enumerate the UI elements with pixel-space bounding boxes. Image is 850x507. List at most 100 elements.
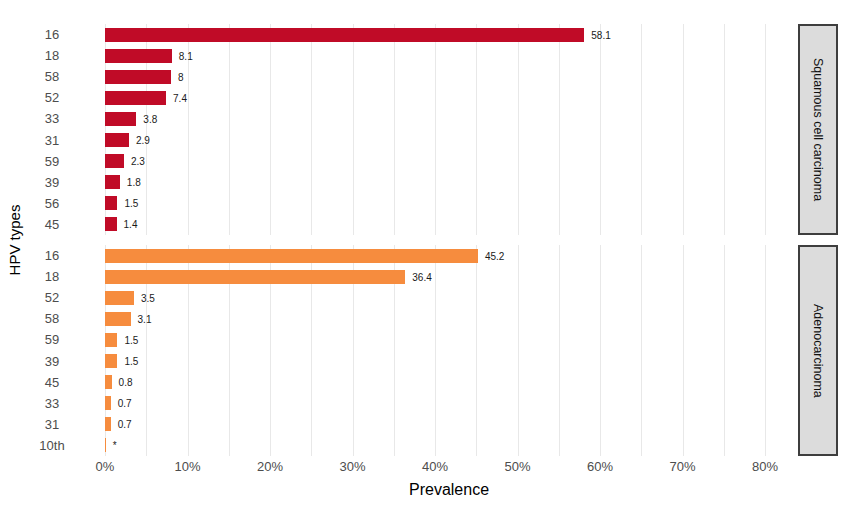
bar-row: 0.7 xyxy=(105,414,793,435)
value-label: 1.5 xyxy=(124,356,138,367)
x-tick-label: 60% xyxy=(587,459,613,474)
category-label: 33 xyxy=(22,108,82,129)
value-label: 1.5 xyxy=(124,198,138,209)
value-label: 7.4 xyxy=(173,92,187,103)
bar-row: * xyxy=(105,435,793,456)
bar-row: 3.8 xyxy=(105,108,793,129)
chart-figure: HPV types 1618585233315939564558.18.187.… xyxy=(0,0,850,507)
bar xyxy=(105,112,136,126)
value-label: 1.5 xyxy=(124,334,138,345)
facet-panel: 16185258593945333110th45.236.43.53.11.51… xyxy=(0,245,850,456)
category-label: 52 xyxy=(22,87,82,108)
x-tick-label: 20% xyxy=(257,459,283,474)
value-label: 3.5 xyxy=(141,292,155,303)
category-label: 10th xyxy=(22,435,82,456)
bar xyxy=(105,396,111,410)
category-label: 58 xyxy=(22,66,82,87)
bar-row: 36.4 xyxy=(105,266,793,287)
category-label: 31 xyxy=(22,414,82,435)
value-label: 2.3 xyxy=(131,156,145,167)
category-label: 33 xyxy=(22,393,82,414)
value-label: 1.4 xyxy=(124,219,138,230)
bar-row: 58.1 xyxy=(105,24,793,45)
x-axis-title: Prevalence xyxy=(409,481,489,499)
bar xyxy=(105,417,111,431)
x-tick-label: 40% xyxy=(422,459,448,474)
value-label: 8.1 xyxy=(179,50,193,61)
category-label: 58 xyxy=(22,308,82,329)
bar-row: 7.4 xyxy=(105,87,793,108)
plot-area: 45.236.43.53.11.51.50.80.70.7* xyxy=(105,245,793,456)
category-label: 16 xyxy=(22,24,82,45)
bar-row: 3.1 xyxy=(105,308,793,329)
value-label: 3.8 xyxy=(143,113,157,124)
bar xyxy=(105,249,478,263)
value-label: 1.8 xyxy=(127,177,141,188)
bar-row: 1.5 xyxy=(105,350,793,371)
category-label: 31 xyxy=(22,129,82,150)
category-label: 39 xyxy=(22,172,82,193)
value-label: 0.7 xyxy=(118,398,132,409)
category-label: 59 xyxy=(22,329,82,350)
value-label: 58.1 xyxy=(591,29,610,40)
category-label: 45 xyxy=(22,214,82,235)
category-label: 18 xyxy=(22,266,82,287)
bar-row: 8 xyxy=(105,66,793,87)
bar xyxy=(105,133,129,147)
bar-row: 2.9 xyxy=(105,129,793,150)
bar xyxy=(105,291,134,305)
bar-row: 1.8 xyxy=(105,172,793,193)
category-label: 52 xyxy=(22,287,82,308)
value-label: 0.7 xyxy=(118,419,132,430)
bar-row: 3.5 xyxy=(105,287,793,308)
value-label: 3.1 xyxy=(138,313,152,324)
bar xyxy=(105,354,117,368)
x-tick-label: 10% xyxy=(174,459,200,474)
bar xyxy=(105,49,172,63)
value-label: 45.2 xyxy=(485,250,504,261)
value-label: 2.9 xyxy=(136,135,150,146)
category-label: 16 xyxy=(22,245,82,266)
facet-strip: Squamous cell carcinoma xyxy=(798,24,838,235)
category-label: 18 xyxy=(22,45,82,66)
facet-strip: Adenocarcinoma xyxy=(798,245,838,456)
category-axis: 16185258593945333110th xyxy=(22,245,82,456)
bar xyxy=(105,312,131,326)
bar-row: 0.7 xyxy=(105,393,793,414)
x-tick-label: 70% xyxy=(669,459,695,474)
facet-strip-label: Squamous cell carcinoma xyxy=(811,58,825,201)
value-label: 8 xyxy=(178,71,184,82)
value-label: * xyxy=(113,440,117,451)
category-label: 59 xyxy=(22,151,82,172)
x-tick-label: 30% xyxy=(339,459,365,474)
category-axis: 16185852333159395645 xyxy=(22,24,82,235)
x-tick-label: 50% xyxy=(504,459,530,474)
bar-row: 1.4 xyxy=(105,214,793,235)
plot-area: 58.1 8.1 8 7.4 3.8 2.9 2.3 1.8 1.5 1.4 xyxy=(105,24,793,235)
bar xyxy=(105,196,117,210)
bar-row: 45.2 xyxy=(105,245,793,266)
bar-row: 8.1 xyxy=(105,45,793,66)
bar-row: 1.5 xyxy=(105,193,793,214)
facet-strip-label: Adenocarcinoma xyxy=(811,304,825,398)
bar-row: 0.8 xyxy=(105,372,793,393)
bar-row: 1.5 xyxy=(105,329,793,350)
bar xyxy=(105,333,117,347)
category-label: 45 xyxy=(22,372,82,393)
bar xyxy=(105,70,171,84)
facet-panel: 16185852333159395645 58.1 8.1 8 7.4 3.8 2.9 2.3… xyxy=(0,24,850,235)
value-label: 0.8 xyxy=(119,377,133,388)
x-axis: 0% 10% 20% 30% 40% 50% 60% 70% 80% xyxy=(0,459,850,475)
category-label: 39 xyxy=(22,350,82,371)
bar xyxy=(105,175,120,189)
bar xyxy=(105,270,405,284)
bar xyxy=(105,217,117,231)
x-tick-label: 0% xyxy=(96,459,115,474)
bar xyxy=(105,28,584,42)
category-label: 56 xyxy=(22,193,82,214)
bar-row: 2.3 xyxy=(105,151,793,172)
value-label: 36.4 xyxy=(412,271,431,282)
bar xyxy=(105,375,112,389)
bar xyxy=(105,438,106,452)
x-tick-label: 80% xyxy=(752,459,778,474)
